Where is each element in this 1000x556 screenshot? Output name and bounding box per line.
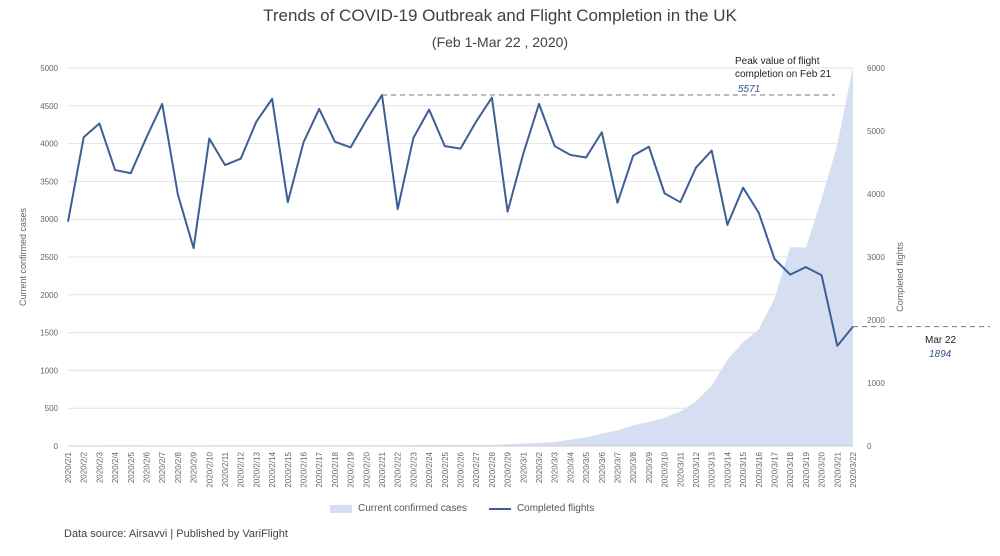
x-tick-label: 2020/2/24 xyxy=(425,451,434,487)
legend-label-flights: Completed flights xyxy=(516,503,595,514)
flights-line-series xyxy=(67,94,854,347)
peak-annotation-value: 5571 xyxy=(738,84,760,95)
x-tick-label: 2020/2/18 xyxy=(331,451,340,487)
y-right-tick-label: 6000 xyxy=(867,64,885,73)
y-left-tick-label: 1500 xyxy=(40,329,58,338)
y-right-tick-label: 2000 xyxy=(867,316,885,325)
x-tick-label: 2020/3/2 xyxy=(535,451,544,483)
x-tick-label: 2020/2/10 xyxy=(205,451,214,487)
x-tick-label: 2020/2/12 xyxy=(237,451,246,487)
y-right-tick-label: 5000 xyxy=(867,127,885,136)
x-tick-label: 2020/3/22 xyxy=(849,451,858,487)
y-left-tick-label: 0 xyxy=(54,442,59,451)
x-tick-label: 2020/2/5 xyxy=(127,451,136,483)
y-left-tick-label: 5000 xyxy=(40,64,58,73)
cases-area-series xyxy=(68,66,853,447)
x-tick-label: 2020/3/8 xyxy=(629,451,638,483)
annotations: Peak value of flight completion on Feb 21… xyxy=(382,56,990,360)
x-tick-label: 2020/2/14 xyxy=(268,451,277,487)
x-tick-label: 2020/2/2 xyxy=(80,451,89,483)
x-tick-label: 2020/2/17 xyxy=(315,451,324,487)
y-right-tick-label: 0 xyxy=(867,442,872,451)
x-tick-label: 2020/2/13 xyxy=(252,451,261,487)
cases-area xyxy=(68,66,853,447)
x-tick-label: 2020/2/21 xyxy=(378,451,387,487)
data-source-footer: Data source: Airsavvi | Published by Var… xyxy=(64,528,288,540)
legend-swatch-flights xyxy=(488,507,511,510)
x-tick-label: 2020/2/3 xyxy=(95,451,104,483)
x-tick-label: 2020/2/11 xyxy=(221,451,230,487)
x-tick-label: 2020/3/9 xyxy=(645,451,654,483)
chart-subtitle: (Feb 1-Mar 22 , 2020) xyxy=(431,34,569,50)
x-tick-label: 2020/2/20 xyxy=(362,451,371,487)
y-left-tick-label: 2000 xyxy=(40,291,58,300)
x-tick-label: 2020/2/1 xyxy=(64,451,73,483)
x-tick-label: 2020/3/10 xyxy=(661,451,670,487)
mar22-annotation-value: 1894 xyxy=(929,349,952,360)
x-tick-label: 2020/2/4 xyxy=(111,451,120,483)
x-tick-label: 2020/2/25 xyxy=(441,451,450,487)
x-tick-label: 2020/2/29 xyxy=(504,451,513,487)
peak-annotation-label-line2: completion on Feb 21 xyxy=(735,69,832,80)
x-tick-label: 2020/3/17 xyxy=(771,451,780,487)
x-tick-label: 2020/2/22 xyxy=(394,451,403,487)
x-tick-label: 2020/3/11 xyxy=(676,451,685,487)
y-left-tick-label: 500 xyxy=(45,404,59,413)
x-tick-label: 2020/2/15 xyxy=(284,451,293,487)
x-tick-label: 2020/3/18 xyxy=(786,451,795,487)
y-left-tick-label: 4000 xyxy=(40,140,58,149)
x-tick-label: 2020/3/16 xyxy=(755,451,764,487)
y-left-axis-title: Current confirmed cases xyxy=(18,207,28,306)
x-tick-label: 2020/3/14 xyxy=(723,451,732,487)
x-tick-label: 2020/2/7 xyxy=(158,451,167,483)
x-tick-label: 2020/3/21 xyxy=(833,451,842,487)
x-tick-label: 2020/3/1 xyxy=(519,451,528,483)
chart-title: Trends of COVID-19 Outbreak and Flight C… xyxy=(263,6,737,25)
axes: 0 500 1000 1500 2000 2500 3000 3500 4000 4500 5000… xyxy=(18,64,905,488)
y-left-tick-label: 3000 xyxy=(40,215,58,224)
x-tick-label: 2020/3/12 xyxy=(692,451,701,487)
x-tick-label: 2020/3/5 xyxy=(582,451,591,483)
legend: Current confirmed cases Completed flight… xyxy=(330,503,594,514)
y-right-tick-label: 3000 xyxy=(867,253,885,262)
x-tick-label: 2020/3/6 xyxy=(598,451,607,483)
legend-item-cases: Current confirmed cases xyxy=(330,503,467,514)
x-tick-label: 2020/3/13 xyxy=(708,451,717,487)
y-right-axis-title: Completed flights xyxy=(895,242,905,312)
x-tick-label: 2020/3/3 xyxy=(551,451,560,483)
legend-item-flights: Completed flights xyxy=(488,503,595,514)
legend-swatch-cases xyxy=(330,504,352,513)
y-right-tick-label: 4000 xyxy=(867,190,885,199)
x-tick-label: 2020/3/7 xyxy=(614,451,623,483)
y-right-tick-label: 1000 xyxy=(867,379,885,388)
flights-line xyxy=(67,94,854,347)
legend-label-cases: Current confirmed cases xyxy=(358,503,467,514)
peak-annotation-label: Peak value of flight xyxy=(735,56,820,67)
y-left-tick-label: 1000 xyxy=(40,366,58,375)
x-tick-label: 2020/2/27 xyxy=(472,451,481,487)
x-tick-label: 2020/2/6 xyxy=(143,451,152,483)
y-left-tick-label: 3500 xyxy=(40,177,58,186)
x-tick-label: 2020/3/20 xyxy=(818,451,827,487)
mar22-annotation-label: Mar 22 xyxy=(925,335,957,346)
x-tick-label: 2020/2/28 xyxy=(488,451,497,487)
y-left-tick-label: 4500 xyxy=(40,102,58,111)
x-tick-label: 2020/2/23 xyxy=(409,451,418,487)
x-tick-label: 2020/2/19 xyxy=(347,451,356,487)
x-tick-label: 2020/2/26 xyxy=(457,451,466,487)
x-tick-label: 2020/2/16 xyxy=(300,451,309,487)
x-tick-label: 2020/3/19 xyxy=(802,451,811,487)
x-tick-label: 2020/3/15 xyxy=(739,451,748,487)
x-tick-label: 2020/2/9 xyxy=(190,451,199,483)
y-left-tick-label: 2500 xyxy=(40,253,58,262)
x-tick-label: 2020/3/4 xyxy=(566,451,575,483)
x-tick-label: 2020/2/8 xyxy=(174,451,183,483)
